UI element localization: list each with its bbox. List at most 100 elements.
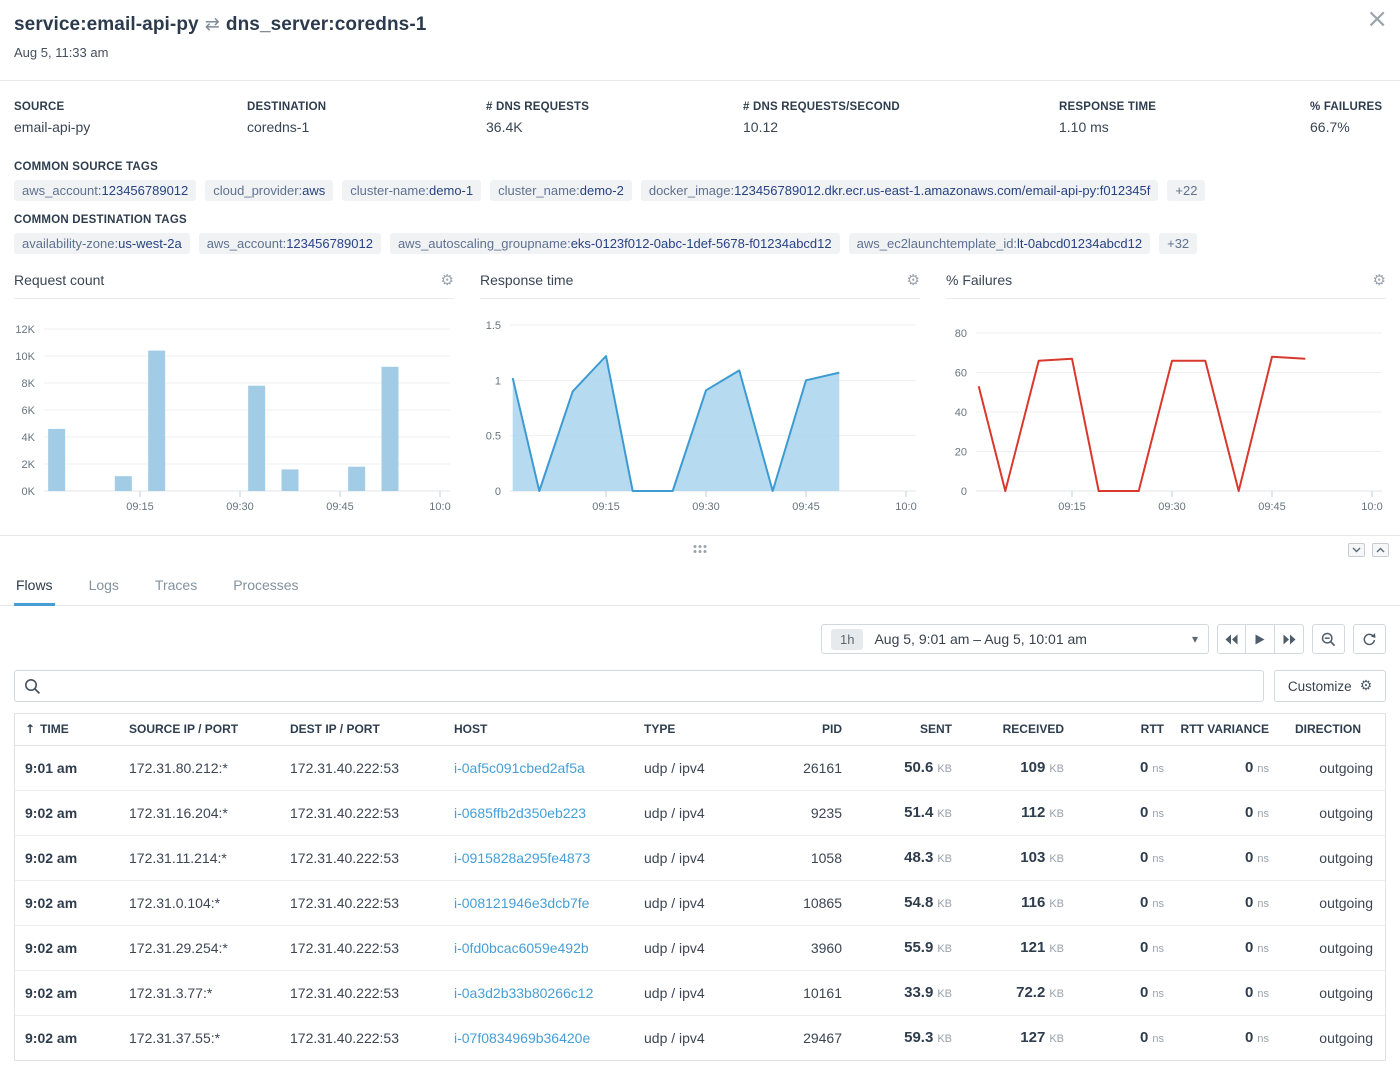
tab-logs[interactable]: Logs <box>87 566 121 606</box>
cell-direction: outgoing <box>1281 745 1385 790</box>
panel-header: service:email-api-py⇄dns_server:coredns-… <box>0 0 1400 81</box>
chart-title: Response time <box>480 272 573 288</box>
host-link[interactable]: i-008121946e3dcb7fe <box>454 895 589 911</box>
column-header-pid[interactable]: PID <box>772 714 854 745</box>
response-time-chart[interactable]: 00.511.509:1509:3009:4510:0 <box>480 303 921 521</box>
svg-text:10K: 10K <box>15 351 35 363</box>
tab-flows[interactable]: Flows <box>14 566 55 606</box>
tab-processes[interactable]: Processes <box>231 566 300 606</box>
table-row[interactable]: 9:02 am172.31.29.254:*172.31.40.222:53i-… <box>15 925 1385 970</box>
cell-sent: 33.9KB <box>854 970 964 1015</box>
cell-sent: 54.8KB <box>854 880 964 925</box>
tag-pill[interactable]: aws_account:123456789012 <box>14 180 196 201</box>
cell-host-link: i-0685ffb2d350eb223 <box>444 790 634 835</box>
failures-chart[interactable]: 02040608009:1509:3009:4510:0 <box>946 303 1387 521</box>
search-box <box>14 670 1264 702</box>
table-row[interactable]: 9:02 am172.31.37.55:*172.31.40.222:53i-0… <box>15 1015 1385 1060</box>
play-button[interactable] <box>1246 624 1275 654</box>
chart-settings-gear-icon[interactable]: ⚙ <box>1373 271 1386 289</box>
cell-rtt: 0ns <box>1076 790 1176 835</box>
play-icon <box>1255 634 1265 645</box>
svg-text:0.5: 0.5 <box>486 431 501 443</box>
svg-text:80: 80 <box>955 328 967 340</box>
column-header-time[interactable]: ↑TIME <box>15 714 119 745</box>
column-header-direction[interactable]: DIRECTION <box>1281 714 1385 745</box>
refresh-button[interactable] <box>1353 624 1386 654</box>
expand-panel-button[interactable] <box>1372 543 1389 557</box>
cell-direction: outgoing <box>1281 790 1385 835</box>
svg-text:1: 1 <box>495 375 501 387</box>
cell-received: 72.2KB <box>964 970 1076 1015</box>
zoom-out-button[interactable] <box>1312 624 1345 654</box>
cell-rtt-variance: 0ns <box>1176 925 1281 970</box>
flows-table-body: 9:01 am172.31.80.212:*172.31.40.222:53i-… <box>15 745 1385 1060</box>
cell-dest-ip: 172.31.40.222:53 <box>280 925 444 970</box>
chart-settings-gear-icon[interactable]: ⚙ <box>441 271 454 289</box>
column-header-source-ip[interactable]: SOURCE IP / PORT <box>119 714 280 745</box>
fast-forward-button[interactable] <box>1275 624 1304 654</box>
tag-pill[interactable]: aws_account:123456789012 <box>199 233 381 254</box>
cell-dest-ip: 172.31.40.222:53 <box>280 745 444 790</box>
cell-pid: 26161 <box>772 745 854 790</box>
column-header-rtt-variance[interactable]: RTT VARIANCE <box>1176 714 1281 745</box>
stat-response-time: RESPONSE TIME1.10 ms <box>1059 101 1156 135</box>
rewind-icon <box>1225 634 1238 645</box>
cell-sent: 50.6KB <box>854 745 964 790</box>
host-link[interactable]: i-0915828a295fe4873 <box>454 850 590 866</box>
collapse-panel-button[interactable] <box>1348 543 1365 557</box>
chart-settings-gear-icon[interactable]: ⚙ <box>907 271 920 289</box>
column-header-rtt[interactable]: RTT <box>1076 714 1176 745</box>
rewind-button[interactable] <box>1217 624 1246 654</box>
host-link[interactable]: i-0fd0bcac6059e492b <box>454 940 589 956</box>
search-input[interactable] <box>49 678 1255 694</box>
stat-dns-requests-per-second: # DNS REQUESTS/SECOND10.12 <box>743 101 900 135</box>
svg-text:20: 20 <box>955 447 967 459</box>
column-header-type[interactable]: TYPE <box>634 714 772 745</box>
host-link[interactable]: i-0685ffb2d350eb223 <box>454 805 586 821</box>
table-row[interactable]: 9:02 am172.31.0.104:*172.31.40.222:53i-0… <box>15 880 1385 925</box>
stat-dns-requests: # DNS REQUESTS36.4K <box>486 101 589 135</box>
swap-arrows-icon: ⇄ <box>199 14 226 35</box>
tag-pill[interactable]: cluster-name:demo-1 <box>342 180 481 201</box>
tab-traces[interactable]: Traces <box>153 566 199 606</box>
cell-host-link: i-0af5c091cbed2af5a <box>444 745 634 790</box>
cell-host-link: i-008121946e3dcb7fe <box>444 880 634 925</box>
destination-tags-list: availability-zone:us-west-2a aws_account… <box>14 233 1386 254</box>
cell-source-ip: 172.31.0.104:* <box>119 880 280 925</box>
svg-text:09:15: 09:15 <box>592 501 620 513</box>
cell-time: 9:02 am <box>15 970 119 1015</box>
column-header-sent[interactable]: SENT <box>854 714 964 745</box>
request-count-chart[interactable]: 0K2K4K6K8K10K12K09:1509:3009:4510:0 <box>14 303 455 521</box>
host-link[interactable]: i-07f0834969b36420e <box>454 1030 590 1046</box>
source-tags-list: aws_account:123456789012 cloud_provider:… <box>14 180 1386 201</box>
tag-pill[interactable]: cluster_name:demo-2 <box>490 180 632 201</box>
column-header-host[interactable]: HOST <box>444 714 634 745</box>
zoom-out-icon <box>1321 632 1336 647</box>
tag-pill[interactable]: aws_ec2launchtemplate_id:lt-0abcd01234ab… <box>849 233 1151 254</box>
tag-pill[interactable]: docker_image:123456789012.dkr.ecr.us-eas… <box>641 180 1159 201</box>
cell-rtt: 0ns <box>1076 925 1176 970</box>
column-header-received[interactable]: RECEIVED <box>964 714 1076 745</box>
cell-time: 9:01 am <box>15 745 119 790</box>
cell-pid: 1058 <box>772 835 854 880</box>
chevron-up-icon <box>1376 547 1385 553</box>
tag-pill[interactable]: availability-zone:us-west-2a <box>14 233 190 254</box>
table-row[interactable]: 9:02 am172.31.11.214:*172.31.40.222:53i-… <box>15 835 1385 880</box>
tag-pill[interactable]: cloud_provider:aws <box>205 180 333 201</box>
drag-handle[interactable] <box>694 545 707 553</box>
tag-pill[interactable]: aws_autoscaling_groupname:eks-0123f012-0… <box>390 233 840 254</box>
time-range-dropdown[interactable]: 1h Aug 5, 9:01 am – Aug 5, 10:01 am ▾ <box>821 624 1209 654</box>
destination-service-label: dns_server:coredns-1 <box>226 14 427 35</box>
table-row[interactable]: 9:01 am172.31.80.212:*172.31.40.222:53i-… <box>15 745 1385 790</box>
panel-tabs: Flows Logs Traces Processes <box>0 566 1400 606</box>
column-header-dest-ip[interactable]: DEST IP / PORT <box>280 714 444 745</box>
more-source-tags-button[interactable]: +22 <box>1167 180 1205 201</box>
flow-detail-panel: service:email-api-py⇄dns_server:coredns-… <box>0 0 1400 1088</box>
host-link[interactable]: i-0af5c091cbed2af5a <box>454 760 585 776</box>
close-icon[interactable]: × <box>1366 6 1388 32</box>
customize-button[interactable]: Customize ⚙ <box>1274 670 1386 702</box>
table-row[interactable]: 9:02 am172.31.3.77:*172.31.40.222:53i-0a… <box>15 970 1385 1015</box>
table-row[interactable]: 9:02 am172.31.16.204:*172.31.40.222:53i-… <box>15 790 1385 835</box>
host-link[interactable]: i-0a3d2b33b80266c12 <box>454 985 593 1001</box>
more-destination-tags-button[interactable]: +32 <box>1159 233 1197 254</box>
